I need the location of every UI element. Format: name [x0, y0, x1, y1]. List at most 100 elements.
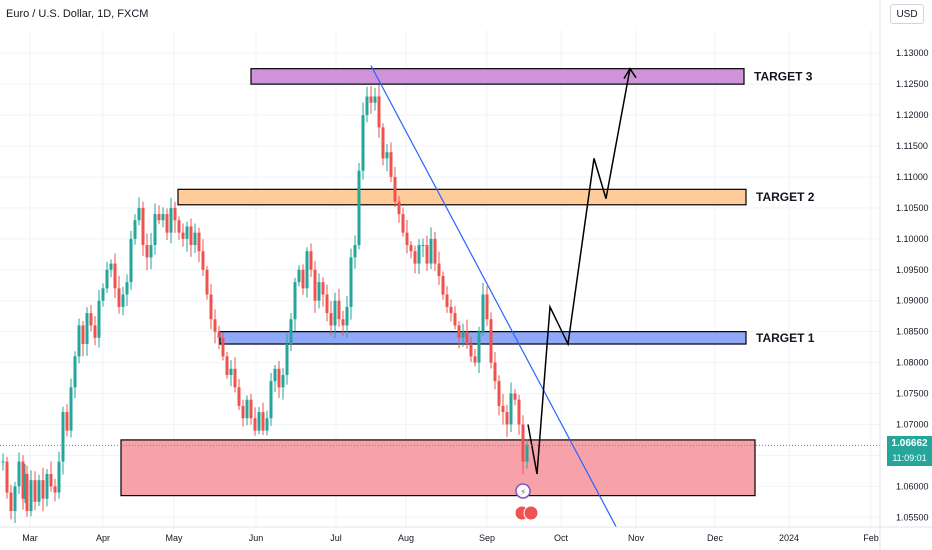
candle-body [161, 214, 165, 221]
candle-body [349, 257, 353, 307]
candle-body [33, 480, 37, 502]
candle-body [129, 238, 133, 283]
candle-body [1, 461, 5, 463]
candle-body [5, 461, 9, 493]
candle-body [405, 232, 409, 246]
candle-body [149, 245, 153, 258]
candle-body [497, 381, 501, 406]
us-flag-event-icon[interactable] [523, 505, 539, 521]
x-tick-label: Jun [249, 533, 264, 543]
candle-body [53, 486, 57, 493]
event-icons[interactable]: ⚡ [514, 483, 539, 521]
candle-body [321, 282, 325, 295]
candle-body [345, 306, 349, 326]
candle-body [317, 282, 321, 301]
candle-body [117, 288, 121, 307]
candle-body [209, 294, 213, 320]
candle-body [265, 418, 269, 431]
candle-body [185, 226, 189, 239]
currency-button[interactable]: USD [890, 4, 924, 24]
candle-body [85, 313, 89, 345]
candle-body [237, 387, 241, 406]
y-tick-label: 1.06000 [896, 481, 929, 491]
candle-body [513, 393, 517, 400]
candle-body [65, 412, 69, 431]
candle-body [377, 96, 381, 128]
x-tick-label: 2024 [779, 533, 799, 543]
candle-body [489, 319, 493, 363]
candle-body [253, 418, 257, 431]
candle-body [9, 492, 13, 512]
candle-body [397, 201, 401, 215]
candle-body [57, 461, 61, 493]
trendline[interactable] [370, 65, 617, 527]
candle-body [49, 473, 53, 487]
candle-body [473, 356, 477, 363]
candle-body [225, 356, 229, 375]
candle-body [257, 412, 261, 431]
candle-body [105, 269, 109, 289]
zones: TARGET 3 TARGET 2 TARGET 1 [120, 68, 815, 497]
candle-body [509, 393, 513, 425]
trendline-segment[interactable] [370, 65, 617, 527]
candle-body [153, 214, 157, 246]
projection-line[interactable] [527, 68, 631, 475]
y-tick-label: 1.09000 [896, 296, 929, 306]
candle-body [25, 473, 29, 512]
target-zone[interactable] [250, 68, 745, 85]
target-zone[interactable] [177, 188, 747, 206]
candle-body [17, 461, 21, 487]
candle-body [325, 294, 329, 314]
x-tick-label: Oct [554, 533, 569, 543]
candle-body [413, 251, 417, 264]
x-tick-label: Feb [863, 533, 879, 543]
candle-body [477, 331, 481, 363]
candle-body [81, 325, 85, 345]
candle-body [213, 319, 217, 332]
candle-body [217, 331, 221, 338]
candle-body [481, 294, 485, 332]
projection-path[interactable] [527, 67, 637, 475]
x-tick-label: May [165, 533, 183, 543]
candle-body [441, 275, 445, 295]
candle-body [301, 269, 305, 289]
y-tick-label: 1.08000 [896, 358, 929, 368]
y-tick-label: 1.11000 [896, 172, 928, 182]
candle-body [93, 325, 97, 338]
candle-body [97, 300, 101, 338]
candle-body [13, 486, 17, 512]
candle-body [261, 412, 265, 431]
target-zone[interactable] [120, 439, 756, 497]
candle-body [29, 480, 33, 512]
candle-body [285, 344, 289, 375]
x-tick-label: Mar [22, 533, 38, 543]
lightning-glyph: ⚡ [520, 488, 526, 498]
candle-body [181, 232, 185, 239]
last-price-tag: 1.06662 11:09:01 [887, 436, 932, 466]
price-axis[interactable]: 1.13000 1.12500 1.12000 1.11500 1.11000 1.105… [879, 0, 929, 550]
y-tick-label: 1.11500 [896, 141, 928, 151]
candle-body [133, 220, 137, 239]
candle-body [245, 399, 249, 419]
candle-body [417, 245, 421, 264]
target-label: TARGET 3 [754, 69, 813, 83]
candle-body [145, 245, 149, 258]
y-tick-label: 1.13000 [896, 48, 929, 58]
candle-body [61, 412, 65, 462]
candle-body [165, 214, 169, 233]
candle-body [109, 263, 113, 270]
candle-body [461, 331, 465, 338]
candle-body [249, 399, 253, 419]
time-axis[interactable]: Mar Apr May Jun Jul Aug Sep Oct Nov Dec 2024 Feb [0, 526, 932, 543]
candle-body [157, 214, 161, 221]
candle-body [121, 294, 125, 307]
candle-body [69, 387, 73, 431]
candle-body [501, 405, 505, 413]
candle-body [409, 245, 413, 252]
candle-body [233, 368, 237, 388]
candle-body [289, 319, 293, 345]
lightning-event-icon[interactable] [515, 483, 531, 499]
projection-arrowhead [623, 67, 637, 80]
candle-body [21, 461, 25, 499]
